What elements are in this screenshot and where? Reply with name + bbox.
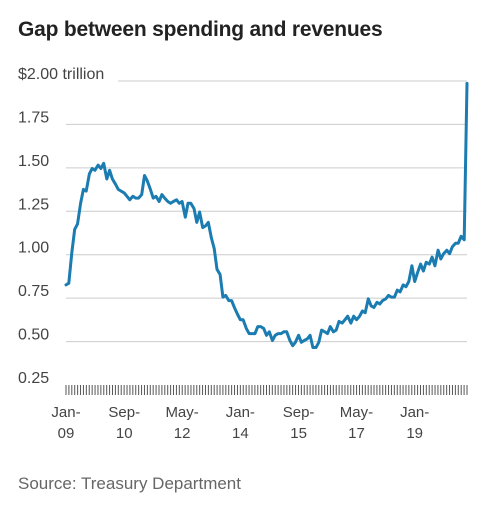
y-tick-label: $2.00 trillion <box>18 66 104 83</box>
x-tick-label: 19 <box>406 425 423 442</box>
x-tick-label: May- <box>165 404 198 421</box>
x-tick-label: 14 <box>232 425 249 442</box>
x-tick-label: Sep- <box>283 404 315 421</box>
chart-title: Gap between spending and revenues <box>18 18 383 41</box>
y-tick-label: 0.50 <box>18 327 49 344</box>
x-tick-label: 10 <box>116 425 133 442</box>
y-tick-label: 0.75 <box>18 283 49 300</box>
x-tick-label: Sep- <box>108 404 140 421</box>
x-tick-label: 17 <box>348 425 365 442</box>
x-tick-label: 12 <box>174 425 191 442</box>
y-tick-label: 1.50 <box>18 153 49 170</box>
y-tick-label: 1.00 <box>18 240 49 257</box>
line-chart: 0.25 0.50 0.75 1.00 1.25 1.50 1.75 $2.00 trilli… <box>18 66 469 442</box>
y-tick-label: 0.25 <box>18 370 49 387</box>
x-tick-label: Jan- <box>226 404 255 421</box>
x-tick-label: 09 <box>58 425 75 442</box>
x-tick-label: May- <box>340 404 373 421</box>
y-tick-label: 1.25 <box>18 196 49 213</box>
x-tick-label: 15 <box>290 425 307 442</box>
y-tick-label: 1.75 <box>18 109 49 126</box>
source-note: Source: Treasury Department <box>18 474 241 493</box>
x-tick-label: Jan- <box>51 404 80 421</box>
x-tick-label: Jan- <box>400 404 429 421</box>
series-line <box>64 81 469 349</box>
